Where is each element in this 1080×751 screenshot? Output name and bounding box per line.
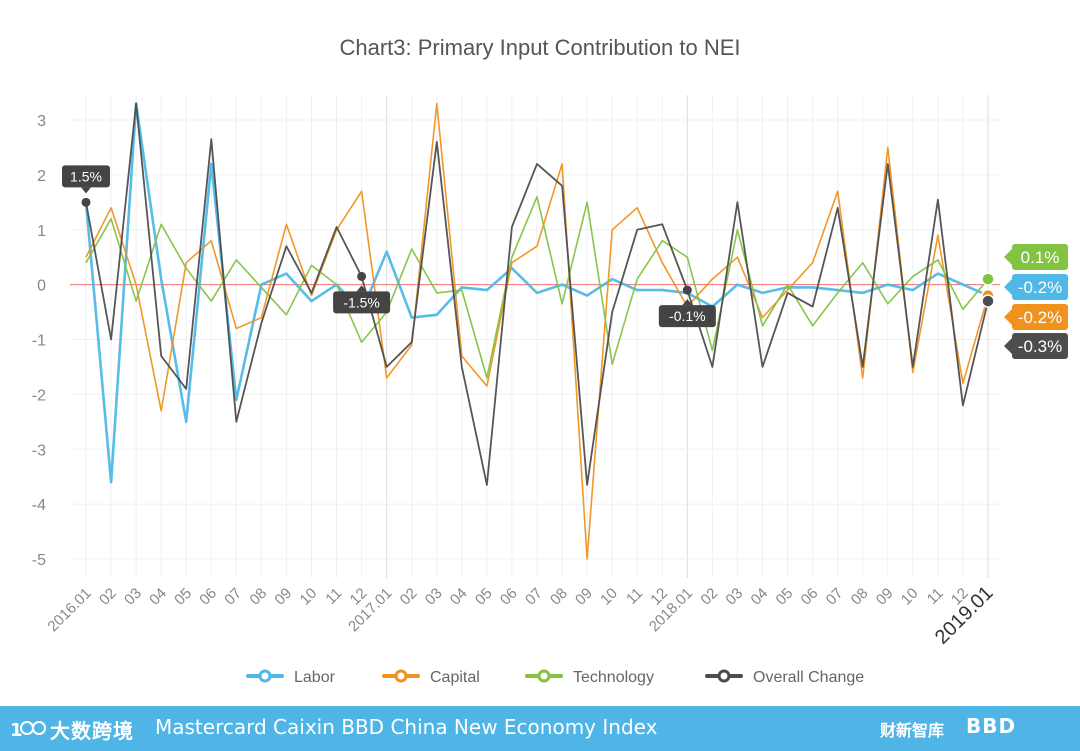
legend-swatch-dot <box>258 669 272 683</box>
x-tick-label: 07 <box>221 585 245 609</box>
y-tick-label: -1 <box>32 333 46 350</box>
legend-label: Labor <box>294 669 336 686</box>
end-labels: 0.1% -0.2% -0.2% -0.3% <box>981 244 1068 359</box>
x-tick-label: 04 <box>447 585 471 609</box>
x-tick-label: 04 <box>146 585 170 609</box>
legend: Labor Capital Technology Overall Change <box>246 669 864 686</box>
x-tick-label: 09 <box>271 585 295 609</box>
x-tick-label: 11 <box>322 585 345 608</box>
x-tick-label: 11 <box>924 585 947 608</box>
series-line-overall-change <box>85 102 989 486</box>
x-tick-label: 05 <box>472 585 496 609</box>
x-tick-label: 07 <box>522 585 546 609</box>
x-tick-label: 08 <box>848 585 872 609</box>
chart: Chart3: Primary Input Contribution to NE… <box>32 35 1068 686</box>
svg-text:1: 1 <box>10 720 24 741</box>
x-tick-label: 06 <box>497 585 521 609</box>
series-markers: 1.5% -1.5% -0.1% <box>62 165 716 328</box>
footer-bar: 1 大数跨境 Mastercard Caixin BBD China New E… <box>0 706 1080 751</box>
tooltip-arrow <box>356 285 367 292</box>
x-tick-label: 09 <box>873 585 897 609</box>
x-tick-label: 03 <box>422 585 446 609</box>
tooltip-label: -1.5% <box>343 294 380 310</box>
tooltip-marker <box>682 285 692 295</box>
series-line-technology <box>85 196 989 379</box>
x-tick-label: 02 <box>697 585 721 609</box>
x-tick-label: 03 <box>121 585 145 609</box>
end-label: 0.1% <box>1021 248 1060 267</box>
x-tick-label: 09 <box>572 585 596 609</box>
x-tick-label: 05 <box>171 585 195 609</box>
legend-swatch-dot <box>717 669 731 683</box>
x-tick-label: 02 <box>96 585 120 609</box>
x-tick-label: 02 <box>397 585 421 609</box>
footer-brand-right: BBD <box>966 714 1017 738</box>
footer-logo: 1 大数跨境 <box>10 714 134 744</box>
y-tick-label: -5 <box>32 552 46 569</box>
y-tick-label: -4 <box>32 497 46 514</box>
tooltip-label: 1.5% <box>70 168 102 184</box>
series-lines <box>84 102 989 560</box>
legend-label: Technology <box>573 669 654 686</box>
x-tick-label: 03 <box>722 585 746 609</box>
tooltip-box <box>333 291 391 314</box>
x-tick-label: 08 <box>547 585 571 609</box>
chart-title: Chart3: Primary Input Contribution to NE… <box>339 35 740 60</box>
footer-logo-text: 大数跨境 <box>50 718 134 743</box>
legend-label: Overall Change <box>753 669 864 686</box>
y-tick-label: -2 <box>32 387 46 404</box>
end-label-arrow <box>1004 338 1012 354</box>
series-line-capital <box>85 102 989 560</box>
x-tick-label: 10 <box>297 585 321 609</box>
end-label-box <box>1012 333 1068 359</box>
legend-swatch-dot <box>537 669 551 683</box>
footer-title: Mastercard Caixin BBD China New Economy … <box>155 715 658 739</box>
x-tick-label: 04 <box>748 585 772 609</box>
logo-icon: 1 <box>10 720 46 741</box>
x-tick-label: 06 <box>196 585 220 609</box>
y-tick-label: 0 <box>37 278 46 295</box>
tooltip-box <box>658 305 716 328</box>
series-line-labor <box>84 102 989 484</box>
x-tick-label: 08 <box>246 585 270 609</box>
x-tick-label: 07 <box>823 585 847 609</box>
y-tick-label: 1 <box>37 223 46 240</box>
y-axis-ticks: 3 2 1 0 -1 -2 -3 -4 -5 <box>32 113 46 569</box>
y-tick-label: -3 <box>32 442 46 459</box>
end-label-box <box>1012 304 1068 330</box>
legend-label: Capital <box>430 669 480 686</box>
end-marker <box>981 272 995 286</box>
x-tick-label: 11 <box>623 585 646 608</box>
end-label: -0.2% <box>1018 308 1062 327</box>
end-label: -0.2% <box>1018 278 1062 297</box>
x-tick-label: 06 <box>798 585 822 609</box>
end-label-arrow <box>1004 309 1012 325</box>
y-tick-label: 3 <box>37 113 46 130</box>
tooltip-box <box>62 165 110 188</box>
tooltip-marker <box>357 271 367 281</box>
x-tick-label: 10 <box>597 585 621 609</box>
end-label-arrow <box>1004 249 1012 265</box>
x-tick-label: 10 <box>898 585 922 609</box>
tooltip-marker <box>81 197 91 207</box>
x-tick-label: 05 <box>773 585 797 609</box>
end-label: -0.3% <box>1018 337 1062 356</box>
x-tick-label: 2016.01 <box>44 585 94 635</box>
y-tick-label: 2 <box>37 168 46 185</box>
end-marker <box>981 294 995 308</box>
end-label-arrow <box>1004 279 1012 295</box>
footer-brand-left: 财新智库 <box>880 721 945 740</box>
end-label-box <box>1012 244 1068 270</box>
tooltip-arrow <box>81 187 91 194</box>
legend-swatch-dot <box>394 669 408 683</box>
tooltip-arrow <box>682 299 693 306</box>
end-label-box <box>1012 274 1068 300</box>
tooltip-label: -0.1% <box>669 308 706 324</box>
